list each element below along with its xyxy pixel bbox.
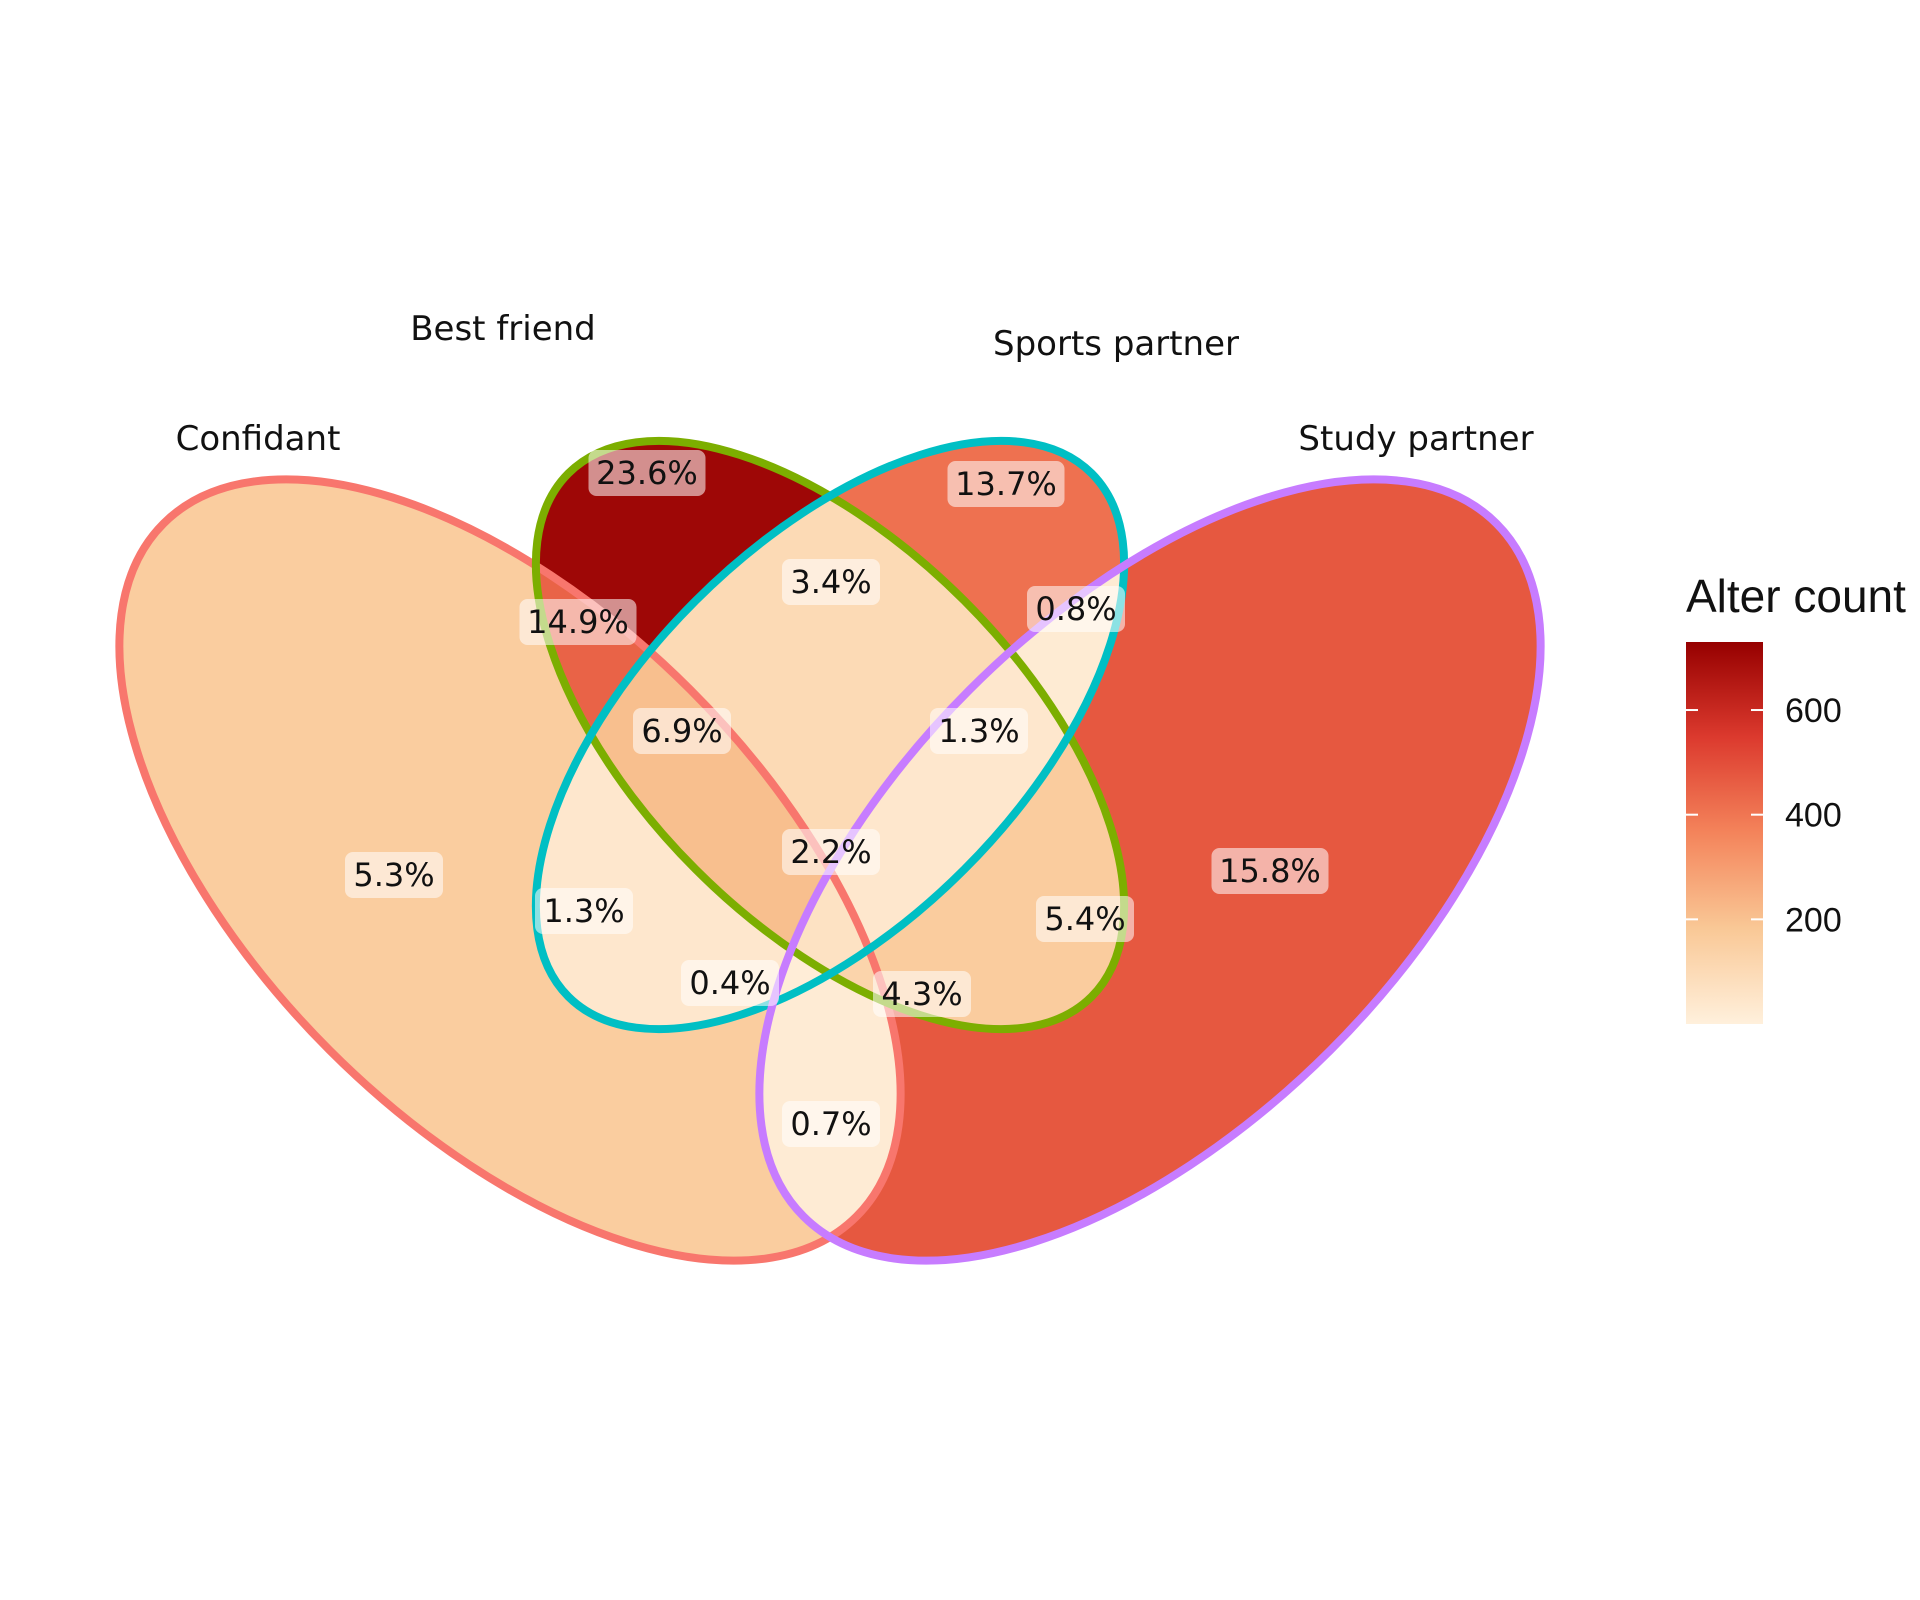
legend-title: Alter count: [1686, 570, 1906, 622]
region-label-text: 5.3%: [353, 856, 434, 894]
set-outline-study-partner: [755, 475, 1545, 1265]
region-label: 3.4%: [782, 559, 880, 605]
region-label-text: 1.3%: [543, 892, 624, 930]
region-label: 0.4%: [681, 960, 779, 1006]
region-label-text: 23.6%: [596, 454, 698, 492]
region-label-text: 2.2%: [790, 833, 871, 871]
legend-colorbar: [1686, 642, 1763, 1024]
region-label-box: [1027, 586, 1125, 632]
region-label-text: 4.3%: [881, 975, 962, 1013]
region-label-text: 3.4%: [790, 563, 871, 601]
region-label-text: 0.4%: [689, 964, 770, 1002]
set-name-best-friend: Best friend: [410, 309, 596, 349]
region-label: 1.3%: [535, 888, 633, 934]
region-label-box: [782, 1101, 880, 1147]
region-label: 15.8%: [1211, 848, 1329, 894]
region-label: 6.9%: [633, 708, 731, 754]
region-label-box: [782, 559, 880, 605]
region-label: 13.7%: [947, 461, 1065, 507]
region-label-box: [873, 971, 971, 1017]
region-label-text: 1.3%: [938, 712, 1019, 750]
color-legend: Alter count 200 400 600: [1686, 570, 1906, 1024]
legend-tick-label: 400: [1785, 797, 1842, 835]
region-label: 5.3%: [345, 852, 443, 898]
region-label-box: [633, 708, 731, 754]
region-label-text: 15.8%: [1219, 852, 1321, 890]
region-label: 0.8%: [1027, 586, 1125, 632]
set-name-study-partner: Study partner: [1298, 419, 1533, 459]
set-outline-confidant: [115, 475, 905, 1265]
region-label-text: 13.7%: [955, 465, 1057, 503]
set-name-sports-partner: Sports partner: [993, 324, 1239, 364]
region-label: 0.7%: [782, 1101, 880, 1147]
region-label-text: 0.8%: [1035, 590, 1116, 628]
region-label: 14.9%: [519, 599, 637, 645]
set-names: Confidant Best friend Sports partner Study …: [176, 309, 1534, 459]
legend-tick-label: 600: [1785, 692, 1842, 730]
region-label: 5.4%: [1036, 896, 1134, 942]
region-label-text: 0.7%: [790, 1105, 871, 1143]
region-label-box: [930, 708, 1028, 754]
region-label-box: [588, 450, 706, 496]
set-outline-sports-partner: [531, 436, 1129, 1034]
set-outline-best-friend: [531, 436, 1129, 1034]
region-label: 4.3%: [873, 971, 971, 1017]
region-labels: 23.6% 13.7% 14.9% 3.4% 0.8% 6.9% 1.3% 2.2% 5.3% 1…: [345, 450, 1329, 1147]
region-label: 1.3%: [930, 708, 1028, 754]
set-outlines: [115, 436, 1545, 1265]
legend-tick-label: 200: [1785, 901, 1842, 939]
region-label-box: [782, 829, 880, 875]
region-label-box: [947, 461, 1065, 507]
region-label: 23.6%: [588, 450, 706, 496]
region-label-box: [345, 852, 443, 898]
region-label-box: [681, 960, 779, 1006]
region-label-box: [1036, 896, 1134, 942]
region-label: 2.2%: [782, 829, 880, 875]
region-label-box: [535, 888, 633, 934]
region-label-text: 14.9%: [527, 603, 629, 641]
region-label-text: 6.9%: [641, 712, 722, 750]
region-label-box: [519, 599, 637, 645]
region-label-text: 5.4%: [1044, 900, 1125, 938]
set-name-confidant: Confidant: [176, 419, 341, 459]
region-label-box: [1211, 848, 1329, 894]
